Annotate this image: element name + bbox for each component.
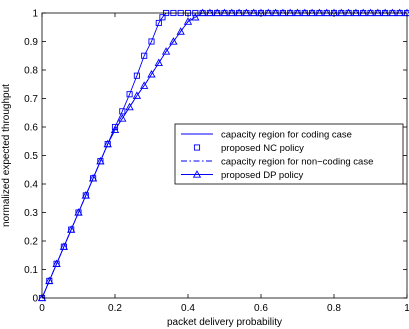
data-point-3 [140,81,149,89]
data-point-3 [176,27,185,35]
data-point-1 [148,38,155,45]
x-tick-label: 0.4 [181,303,195,314]
y-tick-label: 0.7 [24,94,38,105]
x-tick-label: 0.6 [254,303,268,314]
data-point-3 [154,58,163,67]
y-axis-label: normalized expected throughput [1,84,12,227]
x-tick-label: 1 [404,303,409,314]
legend: capacity region for coding case proposed … [174,123,404,185]
y-tick-label: 1 [32,9,38,20]
legend-label: capacity region for non−coding case [221,156,373,167]
data-point-3 [161,47,171,55]
data-point-3 [96,156,105,165]
data-point-3 [45,276,54,285]
legend-entry-0: capacity region for coding case [181,129,352,140]
data-point-3 [88,173,98,182]
legend-entry-3: proposed DP policy [181,170,303,181]
tick-layer: 0 0.2 0.4 0.6 0.8 1 0 0.1 0.2 0.3 0.4 0.5 0.6 0.7 0.8 0… [24,9,409,315]
y-tick-label: 0 [32,294,38,305]
x-axis-label: packet delivery probability [167,317,282,328]
legend-label: proposed NC policy [221,143,304,154]
data-point-3 [81,191,90,199]
data-point-1 [111,123,119,131]
data-point-1 [159,14,166,21]
x-tick-label: 0.8 [327,303,341,314]
x-tick-label: 0 [39,303,45,314]
data-point-1 [155,19,162,27]
data-point-3 [67,225,76,233]
data-point-3 [125,102,134,111]
data-point-1 [133,72,140,79]
data-point-3 [191,12,200,21]
data-point-1 [119,108,126,115]
data-point-3 [147,69,156,78]
y-tick-label: 0.8 [24,66,38,77]
y-tick-label: 0.5 [24,151,38,162]
y-tick-label: 0.1 [24,265,38,276]
y-tick-label: 0.4 [24,180,38,191]
data-point-3 [110,125,120,134]
data-point-3 [74,208,83,216]
y-tick-label: 0.6 [24,123,38,134]
legend-marker [193,144,201,151]
data-point-3 [59,242,69,250]
data-point-3 [132,91,142,99]
legend-label: capacity region for coding case [221,129,352,140]
data-point-3 [169,37,178,45]
legend-marker [192,170,202,178]
data-point-3 [103,139,112,148]
legend-entry-2: capacity region for non−coding case [181,156,373,167]
legend-entry-1: proposed NC policy [193,143,304,154]
y-tick-label: 0.9 [24,37,38,48]
data-point-1 [126,91,133,98]
x-tick-label: 0.2 [108,303,122,314]
series-line-3 [42,13,407,298]
data-point-3 [52,259,61,267]
data-point-1 [141,52,148,59]
y-tick-label: 0.2 [24,237,38,248]
y-tick-label: 0.3 [24,208,38,219]
legend-label: proposed DP policy [221,170,303,181]
data-point-3 [118,114,127,122]
data-point-3 [183,17,193,25]
